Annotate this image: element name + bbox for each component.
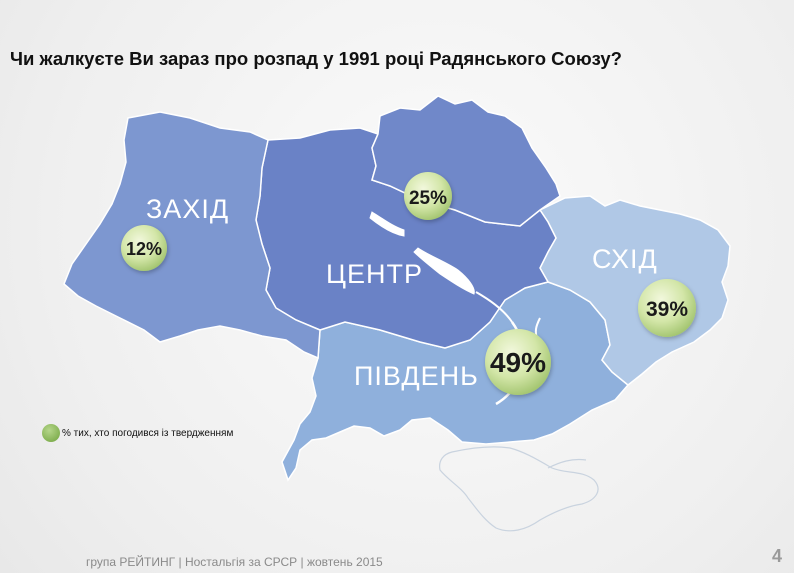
legend-label: % тих, хто погодився із твердженням — [62, 427, 234, 439]
page-title: Чи жалкуєте Ви зараз про розпад у 1991 р… — [10, 48, 622, 69]
page-number: 4 — [771, 546, 782, 566]
bubble-value-east: 39% — [646, 298, 688, 321]
region-west-area — [63, 111, 321, 360]
footer-text: група РЕЙТИНГ | Ностальгія за СРСР | жов… — [86, 555, 383, 569]
crimea-outline — [439, 446, 599, 532]
region-label-center: ЦЕНТР — [326, 259, 423, 289]
bubble-east — [638, 279, 696, 337]
bubble-west — [121, 225, 167, 271]
legend: % тих, хто погодився із твердженням — [42, 424, 233, 442]
region-label-south: ПІВДЕНЬ — [354, 361, 479, 391]
bubble-center — [404, 172, 452, 220]
region-east-area — [538, 195, 731, 386]
bubble-value-center: 25% — [409, 188, 447, 209]
region-label-west: ЗАХІД — [146, 194, 229, 224]
bubble-south — [485, 329, 551, 395]
bubble-value-south: 49% — [490, 347, 546, 378]
region-label-east: СХІД — [592, 244, 658, 274]
legend-dot-icon — [42, 424, 60, 442]
bubble-value-west: 12% — [126, 239, 162, 259]
